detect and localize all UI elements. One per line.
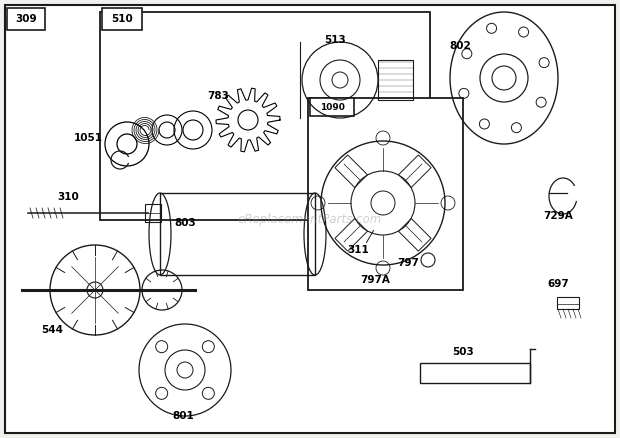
Text: 803: 803 [174, 218, 196, 228]
Text: 797A: 797A [360, 275, 390, 285]
Bar [7, 8, 45, 30]
Text: 697: 697 [547, 279, 569, 289]
Bar [335, 155, 368, 187]
Bar [100, 12, 430, 220]
Text: 729A: 729A [543, 211, 573, 221]
Text: 544: 544 [41, 325, 63, 335]
Bar [335, 219, 368, 251]
Text: 310: 310 [57, 192, 79, 202]
Bar [310, 98, 354, 116]
Text: 513: 513 [324, 35, 346, 45]
Bar [420, 363, 530, 383]
Text: 801: 801 [172, 411, 194, 421]
Text: 802: 802 [449, 41, 471, 51]
Bar [399, 155, 431, 187]
Bar [300, 40, 380, 120]
Bar [308, 98, 463, 290]
Text: eReplacementParts.com: eReplacementParts.com [238, 212, 382, 226]
Bar [160, 193, 315, 275]
Text: 783: 783 [207, 91, 229, 101]
Text: 503: 503 [452, 347, 474, 357]
Text: 309: 309 [15, 14, 37, 24]
Bar [557, 297, 579, 309]
Text: 311: 311 [347, 245, 369, 255]
Bar [399, 219, 431, 251]
Bar [145, 204, 161, 222]
Bar [102, 8, 142, 30]
Text: 1090: 1090 [319, 102, 345, 112]
Text: 797: 797 [397, 258, 419, 268]
Text: 1051: 1051 [74, 133, 102, 143]
Bar [378, 60, 413, 100]
Text: 510: 510 [111, 14, 133, 24]
